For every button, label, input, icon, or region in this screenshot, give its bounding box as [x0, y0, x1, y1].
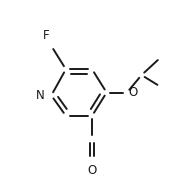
Text: N: N [36, 89, 45, 102]
Text: F: F [43, 29, 50, 42]
Text: O: O [87, 164, 97, 177]
Text: O: O [129, 86, 138, 99]
